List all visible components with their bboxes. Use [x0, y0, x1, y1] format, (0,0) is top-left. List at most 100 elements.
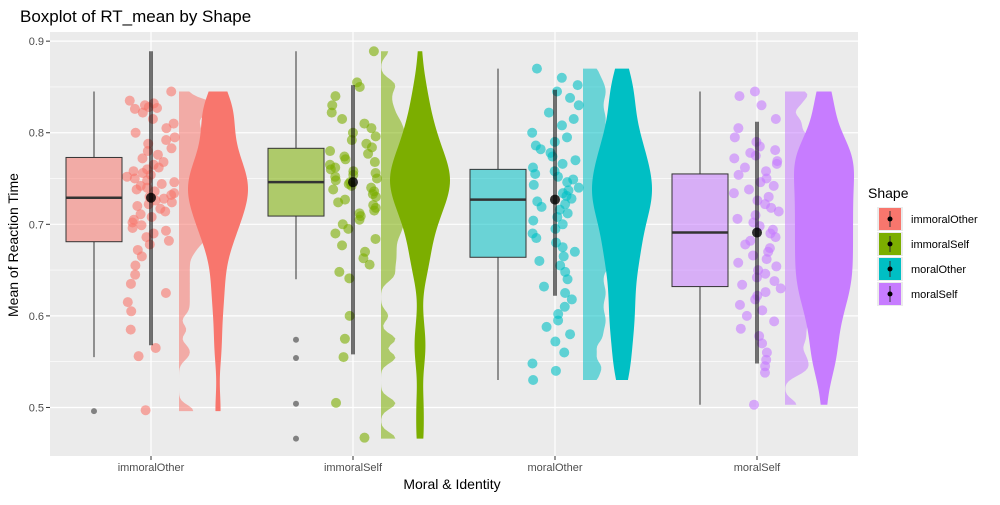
data-point — [136, 220, 147, 231]
outlier — [293, 400, 299, 407]
rough-density — [381, 51, 435, 439]
x-tick-label: moralSelf — [734, 462, 781, 474]
data-point — [766, 202, 777, 213]
data-point — [366, 123, 377, 134]
data-point — [741, 310, 752, 321]
data-point — [158, 193, 169, 204]
data-point — [137, 153, 148, 164]
data-point — [565, 92, 576, 103]
data-point — [359, 432, 370, 443]
data-point — [769, 276, 780, 287]
data-point — [573, 100, 584, 111]
data-point — [538, 281, 549, 292]
series-moralSelf — [671, 86, 854, 410]
data-point — [531, 63, 542, 74]
data-point — [337, 240, 348, 251]
legend-item-immoralOther: immoralOther — [877, 207, 978, 231]
data-point — [760, 287, 771, 298]
data-point — [528, 374, 539, 385]
data-point — [166, 197, 177, 208]
violin — [188, 91, 248, 412]
data-point — [560, 287, 571, 298]
data-point — [152, 149, 163, 160]
data-point — [163, 235, 174, 246]
data-point — [734, 299, 745, 310]
data-point — [559, 301, 570, 312]
data-point — [130, 260, 141, 271]
data-point — [761, 254, 772, 265]
data-point — [534, 255, 545, 266]
data-point — [734, 91, 745, 102]
data-point — [757, 305, 768, 316]
data-point — [370, 131, 381, 142]
data-point — [156, 179, 167, 190]
data-point — [364, 259, 375, 270]
data-point — [572, 80, 583, 91]
data-point — [354, 214, 365, 225]
data-point — [370, 191, 381, 202]
data-point — [756, 100, 767, 111]
data-point — [761, 347, 772, 358]
data-point — [541, 321, 552, 332]
x-tick-label: immoralOther — [118, 462, 185, 474]
data-point — [127, 222, 138, 233]
outlier — [91, 408, 97, 415]
data-point — [137, 168, 148, 179]
violin — [794, 91, 854, 405]
data-point — [744, 184, 755, 195]
x-tick-label: moralOther — [527, 462, 582, 474]
data-point — [759, 367, 770, 378]
y-axis-title: Mean of Reaction Time — [5, 173, 21, 317]
series-immoralOther — [65, 51, 248, 416]
data-point — [531, 233, 542, 244]
data-point — [543, 107, 554, 118]
data-point — [330, 228, 341, 239]
data-point — [565, 329, 576, 340]
legend-label: immoralOther — [911, 214, 978, 226]
legend-key-dot — [887, 216, 893, 222]
data-point — [740, 239, 751, 250]
outlier — [293, 355, 299, 362]
data-point — [343, 223, 354, 234]
data-point — [363, 148, 374, 159]
data-point — [368, 46, 379, 57]
data-point — [160, 287, 171, 298]
data-point — [559, 347, 570, 358]
mean-point — [146, 192, 156, 203]
legend-item-moralSelf: moralSelf — [877, 282, 958, 306]
data-point — [557, 158, 568, 169]
data-point — [337, 113, 348, 124]
data-point — [166, 143, 177, 154]
mean-point — [550, 194, 560, 205]
data-point — [770, 232, 781, 243]
data-point — [339, 333, 350, 344]
data-point — [133, 351, 144, 362]
data-point — [562, 274, 573, 285]
data-point — [749, 399, 760, 410]
legend-label: moralOther — [911, 264, 966, 276]
box — [65, 156, 123, 243]
data-point — [771, 261, 782, 272]
violin — [390, 51, 450, 439]
data-point — [326, 107, 337, 118]
data-point — [733, 169, 744, 180]
data-point — [568, 113, 579, 124]
data-point — [769, 316, 780, 327]
legend-label: immoralSelf — [911, 239, 970, 251]
data-point — [137, 107, 148, 118]
data-point — [768, 180, 779, 191]
data-point — [152, 103, 163, 114]
data-point — [328, 184, 339, 195]
data-point — [550, 336, 561, 347]
x-tick-label: immoralSelf — [324, 462, 383, 474]
legend-item-moralOther: moralOther — [877, 257, 966, 281]
data-point — [737, 279, 748, 290]
data-point — [358, 253, 369, 264]
data-point — [553, 315, 564, 326]
data-point — [333, 197, 344, 208]
legend-item-immoralSelf: immoralSelf — [877, 232, 970, 256]
data-point — [135, 209, 146, 220]
data-point — [369, 205, 380, 216]
